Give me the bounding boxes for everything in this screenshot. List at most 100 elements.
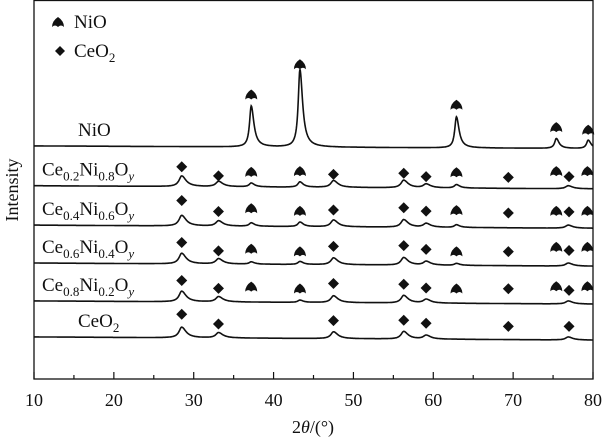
label-subscript: y (126, 208, 134, 223)
x-tick-label: 60 (424, 390, 442, 410)
ceo2-diamond-marker (212, 282, 224, 294)
label-text: O (115, 237, 129, 258)
ceo2-diamond-marker (176, 308, 188, 320)
legend-item-nio: NiO (52, 12, 107, 33)
legend: NiO CeO2 (52, 12, 115, 65)
ceo2-diamond-marker (176, 274, 188, 286)
ceo2-diamond-marker (502, 171, 514, 183)
label-text: Ni (79, 160, 98, 181)
label-subscript: 0.4 (63, 208, 80, 223)
series-line (34, 69, 594, 149)
series-line (34, 214, 593, 229)
nio-spade-marker (550, 281, 563, 292)
label-subscript: 2 (113, 320, 120, 335)
label-subscript: 0.6 (98, 208, 115, 223)
label-subscript: y (126, 169, 134, 184)
nio-spade-marker (581, 166, 594, 177)
series-Ce0.4Ni0.6Oy (34, 194, 594, 229)
x-tick-label: 30 (185, 390, 203, 410)
nio-spade-marker (550, 241, 563, 252)
label-subscript: 0.8 (98, 169, 114, 184)
series-label: Ce0.6Ni0.4Oy (42, 237, 134, 261)
x-axis: 10 20 30 40 50 60 70 80 (25, 372, 602, 410)
ceo2-diamond-marker (398, 202, 410, 214)
label-text: Ni (79, 237, 98, 258)
legend-item-ceo2: CeO2 (55, 41, 115, 65)
series-label: CeO2 (78, 311, 119, 335)
ceo2-diamond-marker (502, 320, 514, 332)
ceo2-diamond-marker (502, 246, 514, 258)
label-subscript: 0.6 (63, 246, 80, 261)
ceo2-diamond-marker (502, 283, 514, 295)
ceo2-diamond-marker (420, 282, 432, 294)
series-label: Ce0.4Ni0.6Oy (42, 199, 134, 223)
series-line (34, 175, 594, 190)
label-text: CeO (78, 311, 113, 332)
nio-spade-marker (245, 166, 258, 177)
label-text: O (115, 275, 129, 296)
label-subscript: 0.4 (98, 246, 115, 261)
ceo2-diamond-marker (563, 320, 575, 332)
ceo2-diamond-marker (176, 161, 188, 173)
label-text: NiO (78, 120, 111, 141)
plot-area (34, 59, 595, 341)
ceo2-diamond-marker (176, 237, 188, 249)
series-line (34, 290, 593, 305)
label-text: Ni (79, 199, 98, 220)
nio-spade-marker (293, 246, 306, 257)
series-labels: NiOCe0.2Ni0.8OyCe0.4Ni0.6OyCe0.6Ni0.4OyC… (42, 120, 134, 335)
ceo2-diamond-marker (563, 245, 575, 257)
nio-spade-marker (245, 243, 258, 254)
ceo2-diamond-marker (563, 171, 575, 183)
ceo2-diamond-marker (398, 240, 410, 252)
nio-spade-marker (245, 281, 258, 292)
ceo2-diamond-marker (398, 167, 410, 179)
series-line (34, 252, 593, 267)
series-CeO2 (34, 308, 593, 341)
ceo2-diamond-marker (420, 205, 432, 217)
x-tick-label: 40 (265, 390, 283, 410)
nio-spade-marker (582, 124, 595, 135)
legend-label-ceo2: CeO2 (74, 41, 115, 65)
ceo2-diamond-marker (327, 168, 339, 180)
x-tick-label: 70 (504, 390, 522, 410)
diamond-marker-icon (55, 46, 65, 56)
ceo2-diamond-marker (327, 204, 339, 216)
ceo2-diamond-marker (420, 243, 432, 255)
ceo2-diamond-marker (502, 207, 514, 219)
nio-spade-marker (450, 283, 463, 294)
label-text: Ce (42, 275, 63, 296)
ceo2-diamond-marker (212, 318, 224, 330)
ceo2-diamond-marker (327, 240, 339, 252)
ceo2-diamond-marker (176, 194, 188, 206)
series-Ce0.2Ni0.8Oy (34, 161, 594, 190)
ceo2-diamond-marker (563, 284, 575, 296)
ceo2-diamond-marker (212, 205, 224, 217)
label-text: Ce (42, 237, 63, 258)
ceo2-diamond-marker (398, 278, 410, 290)
label-text: Ce (42, 160, 63, 181)
series-label: Ce0.2Ni0.8Oy (42, 160, 134, 184)
y-axis-label: Intensity (2, 159, 22, 222)
ceo2-diamond-marker (563, 206, 575, 218)
nio-spade-marker (245, 203, 258, 214)
x-tick-label: 80 (584, 390, 602, 410)
ceo2-diamond-marker (327, 277, 339, 289)
x-tick-label: 50 (344, 390, 362, 410)
nio-spade-marker (450, 99, 463, 110)
ceo2-diamond-marker (420, 171, 432, 183)
nio-spade-marker (293, 283, 306, 294)
nio-spade-marker (450, 205, 463, 216)
nio-spade-marker (581, 205, 594, 216)
nio-spade-marker (450, 246, 463, 257)
label-text: Ce (42, 199, 63, 220)
nio-spade-marker (581, 281, 594, 292)
ceo2-diamond-marker (212, 245, 224, 257)
ceo2-diamond-marker (327, 315, 339, 327)
label-subscript: 0.8 (63, 284, 79, 299)
label-text: Ni (79, 275, 98, 296)
ceo2-diamond-marker (420, 317, 432, 329)
spade-marker-icon (52, 17, 64, 27)
label-subscript: 0.2 (63, 169, 79, 184)
